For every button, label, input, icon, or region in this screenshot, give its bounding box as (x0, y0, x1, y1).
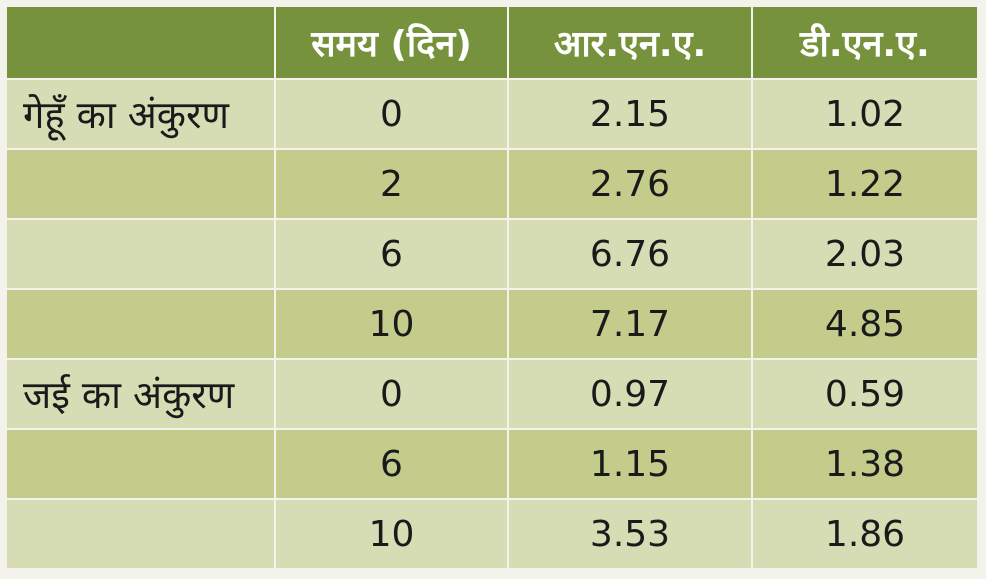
row-label: जई का अंकुरण (7, 359, 276, 430)
table-row: जई का अंकुरण 0 0.97 0.59 (7, 359, 977, 430)
cell-time: 0 (275, 359, 509, 430)
row-label: गेहूँ का अंकुरण (7, 79, 276, 150)
row-label (7, 219, 276, 290)
cell-time: 0 (275, 79, 509, 150)
cell-dna: 1.22 (752, 149, 977, 220)
row-label (7, 429, 276, 500)
cell-dna: 2.03 (752, 219, 977, 290)
cell-dna: 4.85 (752, 289, 977, 360)
cell-rna: 2.76 (508, 149, 753, 220)
cell-time: 6 (275, 219, 509, 290)
row-label (7, 289, 276, 360)
cell-time: 10 (275, 499, 509, 568)
cell-rna: 0.97 (508, 359, 753, 430)
table-row: 10 3.53 1.86 (7, 499, 977, 568)
cell-rna: 6.76 (508, 219, 753, 290)
cell-dna: 1.02 (752, 79, 977, 150)
cell-time: 2 (275, 149, 509, 220)
row-label (7, 149, 276, 220)
cell-dna: 0.59 (752, 359, 977, 430)
cell-dna: 1.38 (752, 429, 977, 500)
header-cell-dna: डी.एन.ए. (752, 7, 977, 80)
data-table-container: समय (दिन) आर.एन.ए. डी.एन.ए. गेहूँ का अंक… (7, 7, 977, 568)
table-row: 6 1.15 1.38 (7, 429, 977, 500)
header-cell-label (7, 7, 276, 80)
header-cell-rna: आर.एन.ए. (508, 7, 753, 80)
cell-rna: 1.15 (508, 429, 753, 500)
cell-rna: 2.15 (508, 79, 753, 150)
rna-dna-table: समय (दिन) आर.एन.ए. डी.एन.ए. गेहूँ का अंक… (7, 7, 977, 568)
table-row: गेहूँ का अंकुरण 0 2.15 1.02 (7, 79, 977, 150)
cell-time: 10 (275, 289, 509, 360)
cell-rna: 3.53 (508, 499, 753, 568)
table-row: 2 2.76 1.22 (7, 149, 977, 220)
row-label (7, 499, 276, 568)
cell-time: 6 (275, 429, 509, 500)
cell-rna: 7.17 (508, 289, 753, 360)
cell-dna: 1.86 (752, 499, 977, 568)
header-row: समय (दिन) आर.एन.ए. डी.एन.ए. (7, 7, 977, 80)
header-cell-time: समय (दिन) (275, 7, 509, 80)
table-row: 6 6.76 2.03 (7, 219, 977, 290)
table-row: 10 7.17 4.85 (7, 289, 977, 360)
